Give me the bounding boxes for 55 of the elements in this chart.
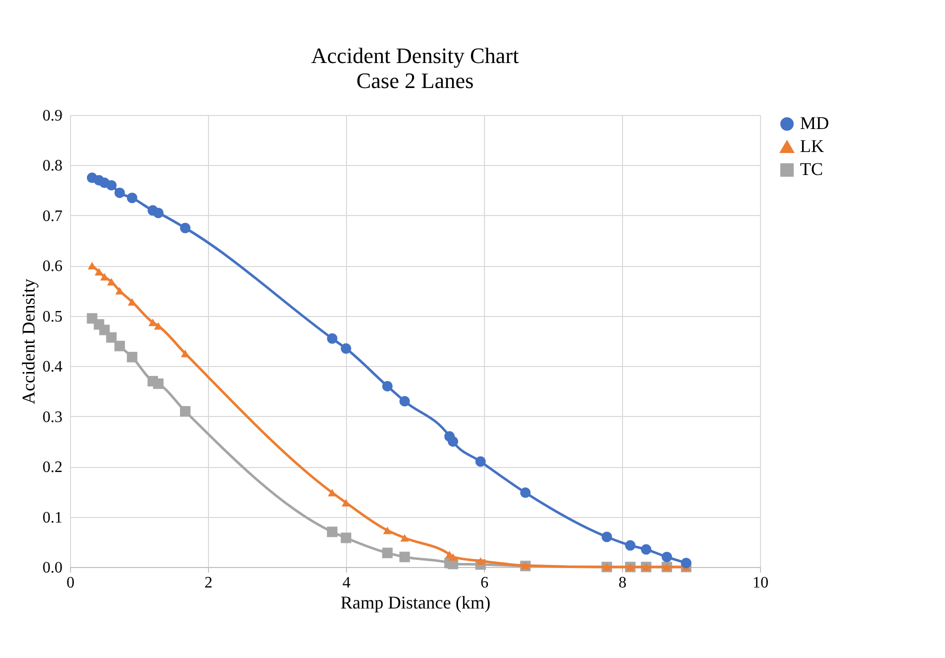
- point: [106, 332, 117, 343]
- point: [476, 557, 485, 565]
- legend-label: MD: [800, 113, 830, 133]
- y-tick-label: 0.3: [42, 408, 62, 426]
- point: [382, 548, 393, 558]
- point: [106, 180, 117, 191]
- point: [448, 553, 458, 561]
- point: [128, 298, 136, 306]
- y-tick-label: 0.9: [42, 108, 62, 124]
- point: [448, 436, 458, 447]
- legend-label: LK: [800, 136, 824, 156]
- point: [340, 532, 352, 544]
- point: [326, 526, 338, 538]
- point: [153, 378, 164, 389]
- point: [662, 552, 672, 562]
- x-tick-label: 2: [204, 574, 212, 592]
- point: [326, 333, 338, 344]
- point: [180, 222, 190, 234]
- point: [399, 552, 410, 562]
- point: [625, 540, 636, 551]
- point: [640, 544, 652, 555]
- point: [475, 456, 486, 467]
- y-tick-label: 0.6: [42, 258, 62, 276]
- point: [602, 532, 612, 542]
- point: [383, 526, 392, 534]
- y-tick-label: 0.8: [42, 158, 62, 175]
- legend-label: TC: [800, 159, 824, 179]
- point: [114, 188, 125, 198]
- point: [100, 272, 109, 280]
- y-tick-label: 0.2: [42, 459, 62, 476]
- point: [126, 352, 138, 362]
- x-tick-label: 0: [66, 574, 74, 592]
- x-tick-label: 6: [480, 574, 488, 592]
- y-tick-label: 0.7: [42, 208, 62, 225]
- y-tick-label: 0.5: [42, 308, 62, 326]
- point: [126, 192, 138, 204]
- point: [153, 208, 164, 218]
- point: [680, 558, 692, 568]
- y-tick-label: 0.4: [42, 358, 62, 376]
- x-tick-label: 10: [752, 574, 768, 592]
- x-axis-title: Ramp Distance (km): [340, 592, 490, 612]
- y-axis-title: Accident Density: [18, 278, 38, 404]
- point: [180, 406, 190, 417]
- chart-title: Accident Density Chart: [311, 43, 519, 68]
- y-tick-label: 0.0: [42, 560, 62, 576]
- x-tick-label: 8: [618, 574, 626, 592]
- chart-subtitle: Case 2 Lanes: [356, 68, 474, 93]
- point: [400, 534, 409, 542]
- x-tick-label: 4: [342, 574, 350, 592]
- point: [520, 487, 531, 498]
- point: [382, 380, 393, 392]
- point: [340, 343, 352, 354]
- point: [399, 396, 410, 406]
- point: [114, 340, 125, 352]
- y-tick-label: 0.1: [42, 509, 62, 526]
